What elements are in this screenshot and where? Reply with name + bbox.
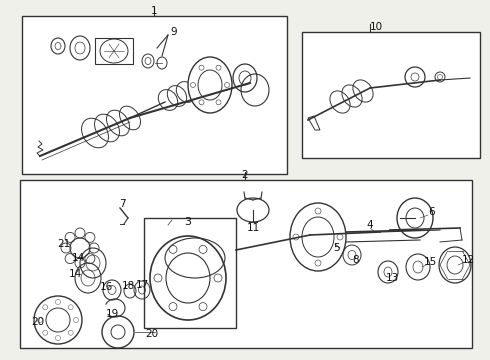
Text: 20: 20 <box>146 329 159 339</box>
Bar <box>95 38 133 64</box>
Text: 14: 14 <box>69 269 82 279</box>
Text: 18: 18 <box>122 281 135 291</box>
Text: 20: 20 <box>31 317 45 327</box>
Text: 14: 14 <box>72 253 85 263</box>
Text: 8: 8 <box>353 255 359 265</box>
Text: 5: 5 <box>334 243 341 253</box>
Text: 9: 9 <box>171 27 177 37</box>
Text: 3: 3 <box>185 217 192 227</box>
Bar <box>20 180 472 348</box>
Text: 17: 17 <box>135 280 148 290</box>
Ellipse shape <box>290 203 346 271</box>
Text: 7: 7 <box>119 199 125 209</box>
Text: 12: 12 <box>462 255 475 265</box>
Text: 16: 16 <box>99 282 113 292</box>
Bar <box>144 218 236 328</box>
Text: 15: 15 <box>423 257 437 267</box>
Ellipse shape <box>233 64 257 92</box>
Text: 19: 19 <box>105 309 119 319</box>
Text: 11: 11 <box>246 223 260 233</box>
Text: 2: 2 <box>242 170 248 180</box>
Ellipse shape <box>397 198 433 238</box>
Ellipse shape <box>188 57 232 113</box>
Text: 13: 13 <box>385 273 399 283</box>
Text: 1: 1 <box>151 6 157 16</box>
Text: 4: 4 <box>367 220 373 230</box>
Text: 10: 10 <box>369 22 383 32</box>
Text: 6: 6 <box>429 207 435 217</box>
Bar <box>302 32 480 158</box>
Text: 21: 21 <box>57 239 71 249</box>
Bar <box>22 16 287 174</box>
